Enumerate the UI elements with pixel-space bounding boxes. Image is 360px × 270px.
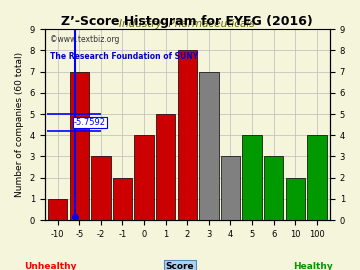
Text: ©www.textbiz.org: ©www.textbiz.org bbox=[50, 35, 120, 44]
Text: The Research Foundation of SUNY: The Research Foundation of SUNY bbox=[50, 52, 198, 61]
Bar bbox=[48, 199, 67, 220]
Bar bbox=[242, 135, 262, 220]
Bar bbox=[113, 178, 132, 220]
Bar bbox=[134, 135, 154, 220]
Text: Score: Score bbox=[166, 262, 194, 270]
Text: Industry: Pharmaceuticals: Industry: Pharmaceuticals bbox=[120, 19, 255, 29]
Y-axis label: Number of companies (60 total): Number of companies (60 total) bbox=[15, 52, 24, 197]
Bar bbox=[177, 50, 197, 220]
Title: Z’-Score Histogram for EYEG (2016): Z’-Score Histogram for EYEG (2016) bbox=[62, 15, 313, 28]
Bar bbox=[199, 72, 219, 220]
Bar bbox=[91, 156, 111, 220]
Bar bbox=[285, 178, 305, 220]
Bar bbox=[264, 156, 283, 220]
Bar bbox=[221, 156, 240, 220]
Bar bbox=[307, 135, 327, 220]
Text: Unhealthy: Unhealthy bbox=[24, 262, 77, 270]
Text: Healthy: Healthy bbox=[293, 262, 333, 270]
Bar bbox=[69, 72, 89, 220]
Bar bbox=[156, 114, 175, 220]
Text: -5.7592: -5.7592 bbox=[74, 118, 106, 127]
